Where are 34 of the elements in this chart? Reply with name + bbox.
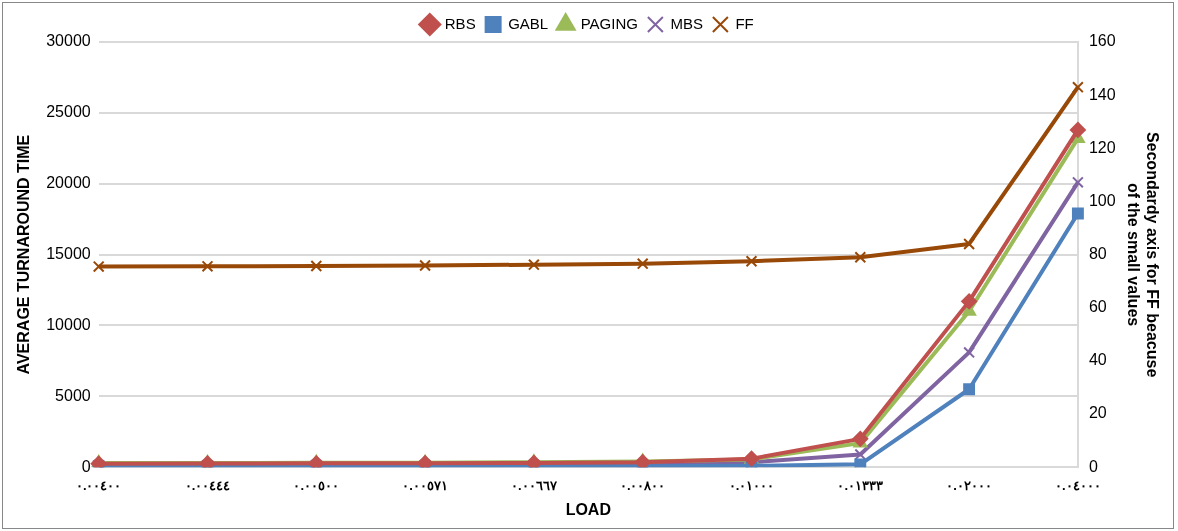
y2-tick-label: 0 [1088,457,1098,475]
y2-tick-label: 140 [1088,85,1116,103]
x-tick-label: ٠.٠٠٦٦٧ [511,477,558,493]
x-tick-label: ٠.٠٠٥٧١ [402,477,448,493]
x-tick-label: ٠.٠٠٤٤٤ [184,477,231,493]
y2-tick-label: 80 [1088,245,1107,263]
legend-label: MBS [670,14,703,32]
y-tick-label: 0 [81,457,91,475]
y2-tick-label: 160 [1088,32,1116,50]
x-tick-label: ٠.٠١٣٣٣ [837,477,884,493]
x-tick-label: ٠.٠٠٨٠٠ [619,477,666,493]
x-tick-label: ٠.٠٢٠٠٠ [946,477,992,493]
legend-label: FF [735,14,754,32]
x-tick-label: ٠.٠١٠٠٠ [728,477,775,493]
y-tick-label: 15000 [46,245,91,263]
y2-tick-label: 60 [1088,298,1107,316]
y2-tick-label: 20 [1088,404,1107,422]
y-tick-label: 30000 [46,32,91,50]
x-tick-label: ٠.٠٠٥٠٠ [293,477,340,493]
y-axis-title: AVERAGE TURNAROUND TIME [15,134,33,375]
y-tick-label: 20000 [46,174,91,192]
x-tick-label: ٠.٠٠٤٠٠ [75,477,122,493]
y2-tick-label: 100 [1088,191,1116,209]
y-tick-label: 5000 [55,386,91,404]
legend-label: GABL [508,14,549,32]
x-tick-label: ٠.٠٤٠٠٠ [1055,477,1101,493]
y2-tick-label: 120 [1088,138,1116,156]
y2-axis-title: Secondardy axis for FF beacuse of the small values [1124,131,1161,378]
y2-tick-label: 40 [1088,351,1107,369]
y-tick-label: 10000 [46,315,91,333]
legend-label: PAGING [580,14,638,32]
legend-label: RBS [444,14,476,32]
y-tick-label: 25000 [46,103,91,121]
x-axis-title: LOAD [565,500,611,518]
